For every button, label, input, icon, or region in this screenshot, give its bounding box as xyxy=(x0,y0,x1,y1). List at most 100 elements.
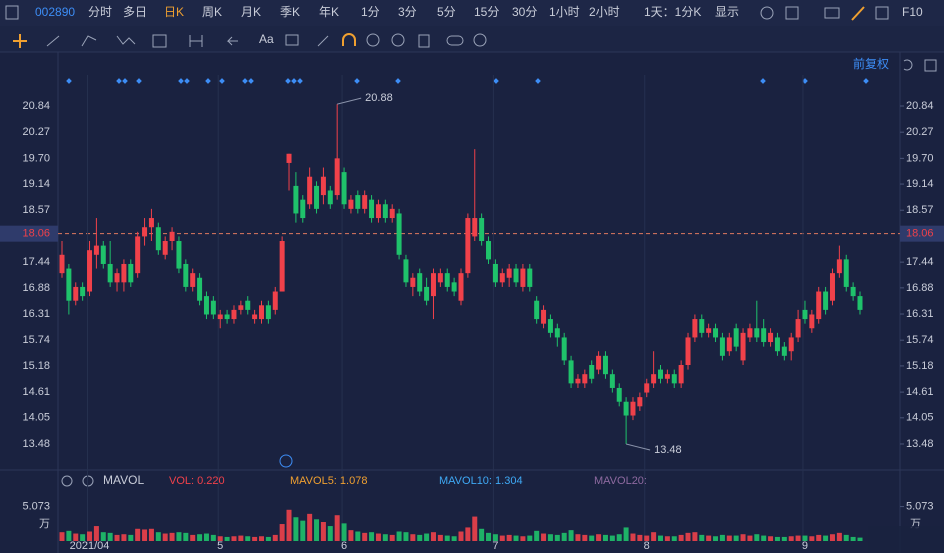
candle-body xyxy=(658,369,663,379)
adjust-mode[interactable]: 前复权 xyxy=(853,56,889,71)
comment-tool[interactable] xyxy=(285,34,299,46)
line-tool[interactable] xyxy=(46,35,60,47)
measure-tool[interactable] xyxy=(152,34,167,48)
event-diamond[interactable] xyxy=(136,78,142,84)
price-box xyxy=(0,225,58,242)
candle-body xyxy=(183,263,189,287)
indicator-name[interactable]: MAVOL xyxy=(103,473,144,487)
candle-body xyxy=(245,300,251,310)
arrow-tool[interactable] xyxy=(226,36,238,46)
event-diamond[interactable] xyxy=(863,78,869,84)
range-tool[interactable] xyxy=(189,35,203,47)
candle-body xyxy=(816,291,822,320)
volume-bar xyxy=(162,533,168,541)
candle-body xyxy=(362,195,368,209)
timeframe-tab[interactable]: 1小时 xyxy=(549,5,580,19)
magnet-tool[interactable] xyxy=(342,33,356,46)
fullscreen-icon[interactable] xyxy=(875,6,889,20)
event-diamond[interactable] xyxy=(122,78,128,84)
candle-body xyxy=(176,241,182,269)
timeframe-tab[interactable]: 5分 xyxy=(437,5,456,19)
candle-body xyxy=(726,337,732,352)
volume-legend: MAVOL20: xyxy=(594,475,647,487)
timeframe-tab[interactable]: 日K xyxy=(164,5,184,19)
undo-icon[interactable] xyxy=(903,59,913,71)
volume-bar xyxy=(87,531,93,541)
event-diamond[interactable] xyxy=(178,78,184,84)
event-diamond[interactable] xyxy=(66,78,72,84)
annotation-leader xyxy=(337,97,362,105)
current-price-label: 18.06 xyxy=(906,228,934,240)
candle-body xyxy=(417,273,423,292)
timeframe-tab[interactable]: 周K xyxy=(202,5,222,19)
candle-body xyxy=(651,374,657,384)
event-marker[interactable] xyxy=(279,454,293,468)
timeframe-tab[interactable]: 1分 xyxy=(361,5,380,19)
event-diamond[interactable] xyxy=(219,78,225,84)
settings-icon[interactable] xyxy=(760,6,774,20)
timeframe-tab[interactable]: 季K xyxy=(280,5,300,19)
camera-icon[interactable] xyxy=(824,7,840,19)
link-tool[interactable] xyxy=(446,35,464,46)
volume-bar xyxy=(307,513,313,541)
event-diamond[interactable] xyxy=(116,78,122,84)
indicator-settings[interactable] xyxy=(61,475,73,487)
toolbar-icons xyxy=(13,6,937,487)
timeframe-tab[interactable]: 1天：1分K xyxy=(644,5,701,19)
candle-body xyxy=(561,337,567,361)
timeframe-tab[interactable]: 3分 xyxy=(398,5,417,19)
y-tick-label: 20.27 xyxy=(906,126,934,138)
event-diamond[interactable] xyxy=(354,78,360,84)
event-diamond[interactable] xyxy=(184,78,190,84)
text-tool[interactable]: Aa xyxy=(259,32,274,46)
candle-body xyxy=(575,378,581,384)
pen-icon[interactable] xyxy=(851,6,865,21)
delete-tool[interactable] xyxy=(418,34,430,48)
maximize-icon[interactable] xyxy=(924,59,937,72)
volume-bar xyxy=(252,536,258,541)
timeframe-tab[interactable]: 30分 xyxy=(512,5,537,19)
candle-body xyxy=(100,245,106,264)
stock-code[interactable]: 002890 xyxy=(35,5,75,19)
tool-settings[interactable] xyxy=(473,33,487,47)
wave-tool[interactable] xyxy=(116,35,136,45)
volume-bar xyxy=(781,536,787,541)
path-tool[interactable] xyxy=(81,35,97,47)
event-diamond[interactable] xyxy=(760,78,766,84)
y-tick-label: 14.61 xyxy=(22,386,50,398)
event-diamond[interactable] xyxy=(205,78,211,84)
volume-bar xyxy=(451,536,457,541)
event-diamond[interactable] xyxy=(395,78,401,84)
event-diamond[interactable] xyxy=(242,78,248,84)
timeframe-tab[interactable]: 15分 xyxy=(474,5,499,19)
candle-body xyxy=(479,218,485,242)
candle-body xyxy=(843,259,849,287)
event-diamond[interactable] xyxy=(291,78,297,84)
volume-bar xyxy=(713,536,719,541)
volume-bar xyxy=(396,531,402,541)
event-diamond[interactable] xyxy=(493,78,499,84)
y-tick-label: 15.74 xyxy=(906,334,934,346)
event-diamond[interactable] xyxy=(248,78,254,84)
sync-tool[interactable] xyxy=(366,33,380,47)
ruler-tool[interactable] xyxy=(317,35,329,47)
event-diamond[interactable] xyxy=(535,78,541,84)
timeframe-tab[interactable]: 年K xyxy=(319,5,339,19)
candle-body xyxy=(527,268,533,287)
candle-body xyxy=(389,208,395,219)
hide-tool[interactable] xyxy=(391,33,405,47)
checkbox-icon[interactable] xyxy=(785,6,799,20)
timeframe-tab[interactable]: 显示 xyxy=(715,5,739,19)
extreme-label: 13.48 xyxy=(654,444,682,456)
y-tick-label: 20.27 xyxy=(22,126,50,138)
event-diamond[interactable] xyxy=(802,78,808,84)
timeframe-tab[interactable]: 2小时 xyxy=(589,5,620,19)
event-diamond[interactable] xyxy=(285,78,291,84)
timeframe-tab[interactable]: 月K xyxy=(241,5,261,19)
cursor-tool[interactable] xyxy=(13,34,27,48)
f10-button[interactable]: F10 xyxy=(902,5,923,19)
timeframe-tab[interactable]: 多日 xyxy=(123,5,147,19)
event-diamond[interactable] xyxy=(297,78,303,84)
panel-icon[interactable] xyxy=(5,5,19,20)
timeframe-tab[interactable]: 分时 xyxy=(88,5,112,19)
